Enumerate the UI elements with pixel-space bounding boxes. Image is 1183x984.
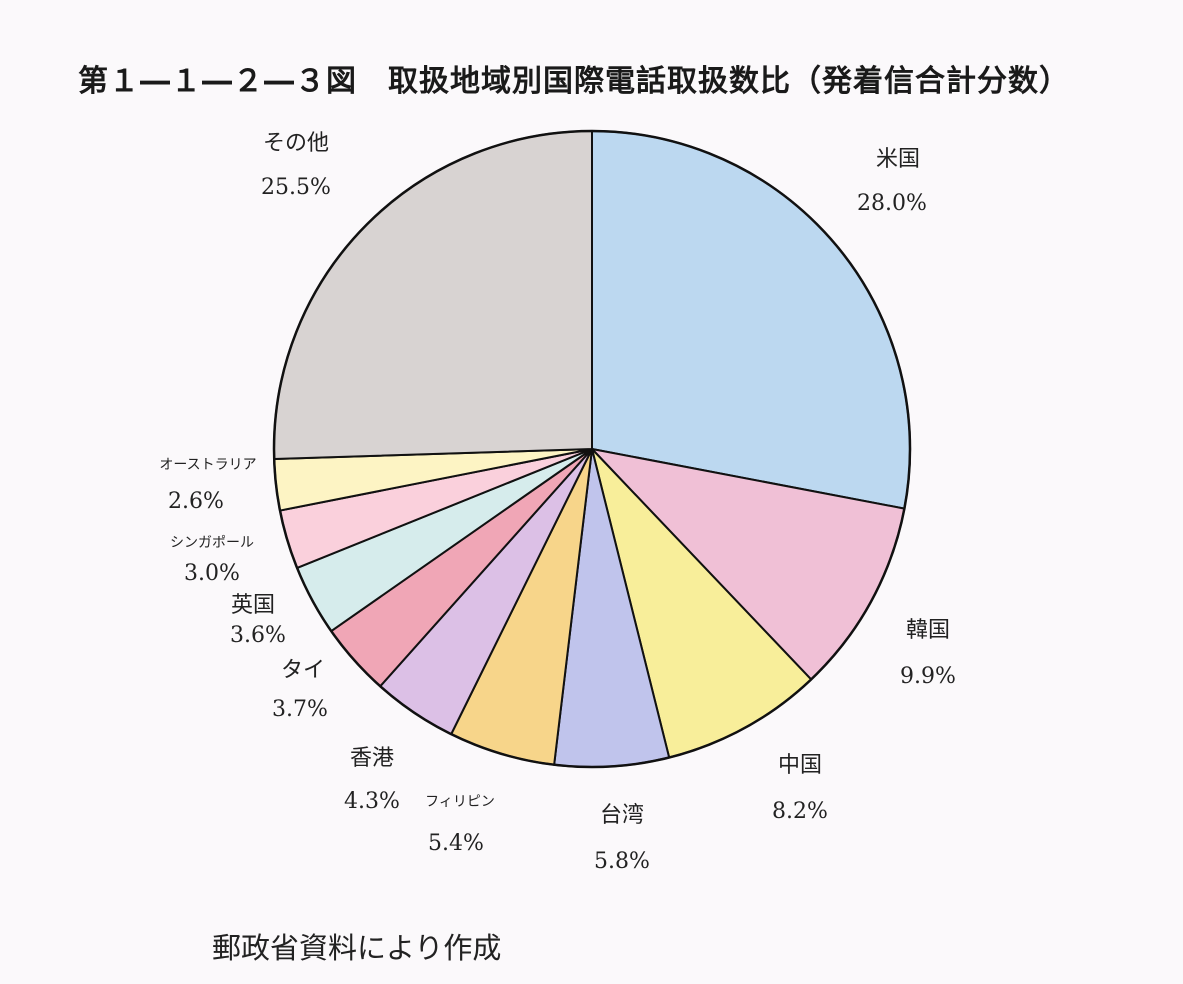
pie-slices [272,129,912,769]
slice-value-label: 2.6% [168,489,224,514]
chart-title: 第１―１―２―３図 取扱地域別国際電話取扱数比（発着信合計分数） [78,64,1070,99]
slice-value-label: 4.3% [344,789,400,814]
slice-value-label: 5.4% [428,831,484,856]
slice-name-label: 米国 [876,147,920,172]
slice-name-label: その他 [263,131,329,156]
slice-name-label: 香港 [350,746,394,771]
slice-value-label: 3.6% [230,623,286,648]
slice-name-label: タイ [281,658,325,683]
slice-value-label: 3.7% [272,697,328,722]
slice-name-label: 英国 [231,593,275,618]
slice-name-label: シンガポール [170,535,254,551]
pie-slice-0 [591,130,912,510]
slice-value-label: 5.8% [594,849,650,874]
slice-name-label: 中国 [778,753,822,778]
slice-name-label: フィリピン [425,794,495,810]
pie-labels: 米国 28.0% 韓国 9.9% 中国 8.2% 台湾 5.8% フィリピン 5.4% 香港 4.3%… [159,131,956,874]
source-note: 郵政省資料により作成 [212,931,502,965]
slice-name-label: 台湾 [600,803,644,828]
slice-value-label: 3.0% [184,561,240,586]
slice-value-label: 25.5% [261,175,331,200]
slice-name-label: 韓国 [906,618,950,643]
slice-value-label: 9.9% [900,664,956,689]
slice-value-label: 8.2% [772,799,828,824]
slice-value-label: 28.0% [857,191,927,216]
slice-name-label: オーストラリア [159,457,256,473]
pie-outline [272,129,912,769]
